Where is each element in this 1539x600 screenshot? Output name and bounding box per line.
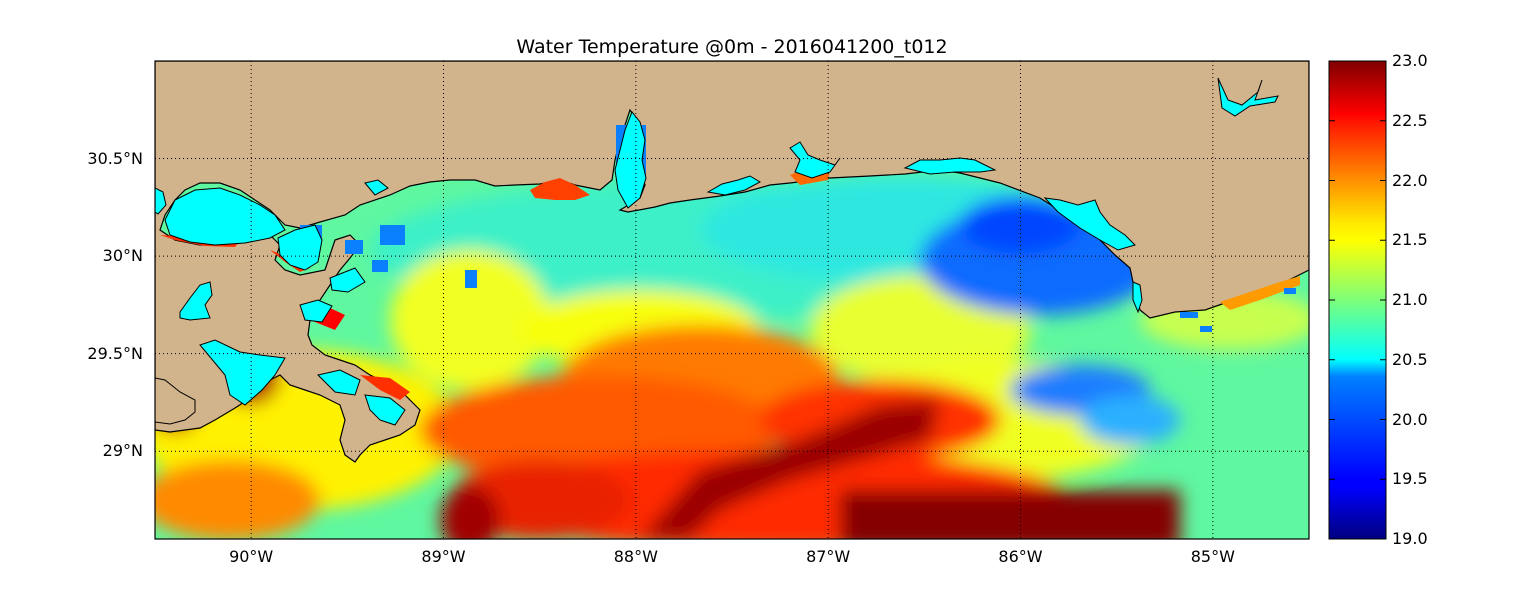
pensacola-bay bbox=[789, 141, 841, 179]
st-joseph-bay bbox=[1132, 281, 1143, 314]
lake-borgne-inlet bbox=[277, 224, 323, 271]
latitude-tick-label: 29.5°N bbox=[87, 343, 143, 363]
colorbar-tick-label: 19.0 bbox=[1392, 529, 1428, 548]
colorbar-tick-label: 20.5 bbox=[1392, 349, 1428, 369]
apalachicola-bay bbox=[1217, 77, 1279, 117]
colorbar-tick-label: 22.0 bbox=[1392, 170, 1428, 190]
longitude-tick-label: 88°W bbox=[613, 547, 658, 566]
longitude-tick-label: 89°W bbox=[421, 547, 466, 566]
longitude-tick-label: 90°W bbox=[229, 547, 274, 566]
temperature-field bbox=[155, 61, 1309, 539]
map-frame bbox=[154, 60, 1310, 540]
map-plot-area bbox=[155, 61, 1309, 539]
graticule bbox=[155, 61, 1309, 539]
latitude-tick-label: 29°N bbox=[102, 441, 143, 461]
choctawhatchee-bay bbox=[903, 157, 997, 175]
perdido-bay bbox=[706, 175, 762, 196]
colorbar-tick-label: 23.0 bbox=[1392, 51, 1428, 70]
colorbar-tick-label: 22.5 bbox=[1392, 110, 1428, 130]
delta-water bbox=[199, 339, 286, 406]
colorbar-tick-label: 21.5 bbox=[1392, 230, 1428, 250]
inland-waters bbox=[155, 77, 1279, 426]
lake-ponchartrain bbox=[164, 187, 286, 246]
small-lake-left bbox=[155, 187, 167, 215]
longitude-tick-label: 87°W bbox=[806, 547, 851, 566]
map-title: Water Temperature @0m - 2016041200_t012 bbox=[516, 36, 948, 58]
mobile-bay bbox=[614, 111, 647, 209]
colorbar-ticks bbox=[1329, 60, 1386, 540]
colorbar-tick-label: 20.0 bbox=[1392, 409, 1428, 429]
longitude-tick-label: 85°W bbox=[1190, 547, 1235, 566]
colorbar-tick-label: 21.0 bbox=[1392, 290, 1428, 309]
longitude-tick-label: 86°W bbox=[998, 547, 1043, 566]
latitude-tick-label: 30.5°N bbox=[87, 148, 143, 168]
colorbar bbox=[1328, 60, 1387, 540]
latitude-tick-label: 30°N bbox=[102, 246, 143, 266]
delta-land bbox=[155, 377, 196, 425]
st-andrew-bay bbox=[1043, 197, 1136, 251]
colorbar-tick-label: 19.5 bbox=[1392, 469, 1428, 489]
lake-salvador bbox=[179, 281, 213, 321]
